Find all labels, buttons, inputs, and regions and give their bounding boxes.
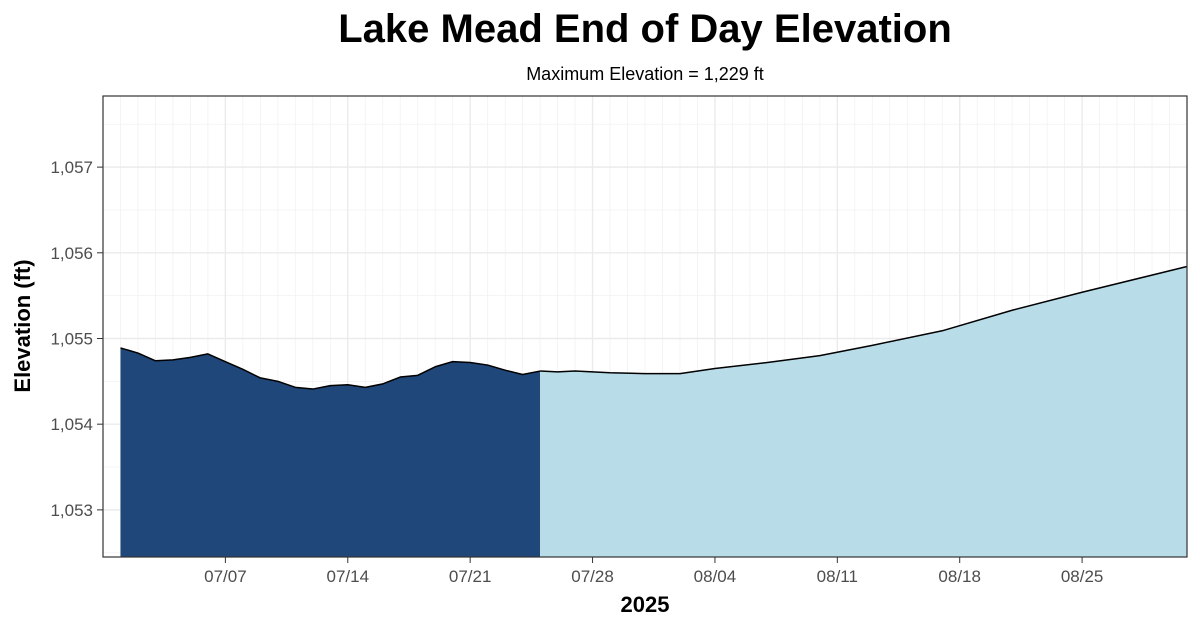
- x-tick-label: 08/18: [938, 567, 981, 586]
- x-tick-label: 07/28: [571, 567, 614, 586]
- y-tick-label: 1,056: [50, 244, 93, 263]
- chart-title: Lake Mead End of Day Elevation: [338, 7, 952, 51]
- x-tick-label: 07/07: [204, 567, 247, 586]
- series-line-2: [540, 265, 1188, 375]
- area-series-2: [540, 266, 1187, 557]
- x-axis: 07/07 07/14 07/21 07/28 08/04 08/11 08/18 08/25: [204, 557, 1103, 586]
- y-tick-label: 1,055: [50, 329, 93, 348]
- chart-subtitle: Maximum Elevation = 1,229 ft: [526, 64, 764, 84]
- y-tick-label: 1,057: [50, 158, 93, 177]
- y-axis-title: Elevation (ft): [10, 259, 35, 392]
- x-axis-title: 2025: [621, 592, 670, 617]
- y-axis: 1,053 1,054 1,055 1,056 1,057: [50, 158, 103, 520]
- x-tick-label: 07/14: [327, 567, 370, 586]
- area-series: [120, 265, 1188, 557]
- y-tick-label: 1,053: [50, 501, 93, 520]
- series-line-1: [120, 347, 541, 390]
- x-tick-label: 08/25: [1061, 567, 1104, 586]
- x-tick-label: 07/21: [449, 567, 492, 586]
- plot-border: [102, 95, 1188, 558]
- x-tick-label: 08/11: [817, 567, 858, 586]
- x-tick-label: 08/04: [694, 567, 737, 586]
- area-series-1: [120, 347, 541, 557]
- y-tick-label: 1,054: [50, 415, 93, 434]
